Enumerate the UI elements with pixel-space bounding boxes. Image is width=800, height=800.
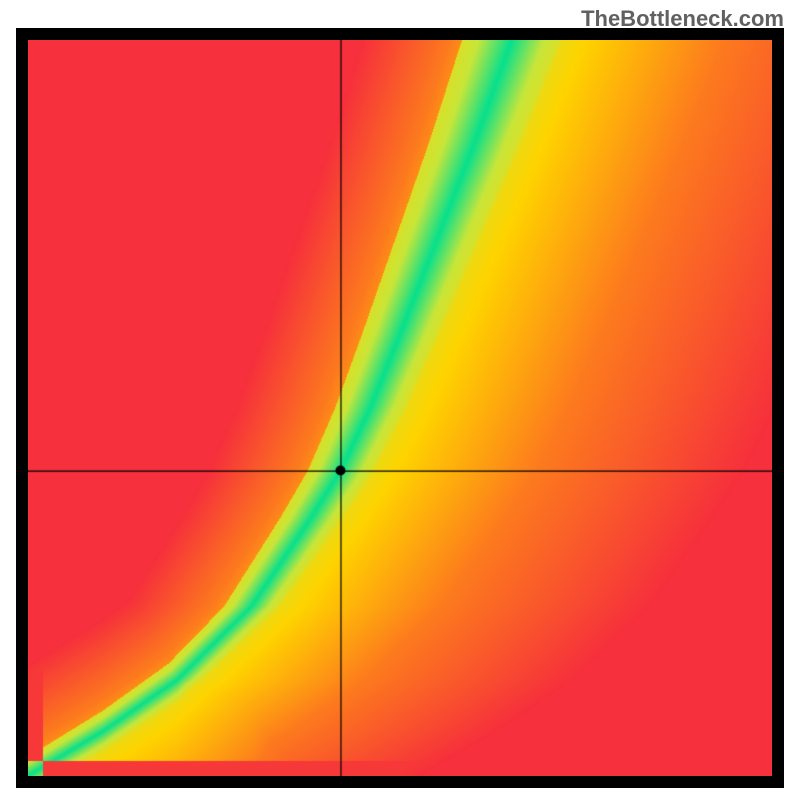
chart-frame <box>16 28 784 788</box>
bottleneck-heatmap <box>28 40 772 776</box>
watermark-text: TheBottleneck.com <box>581 6 784 32</box>
